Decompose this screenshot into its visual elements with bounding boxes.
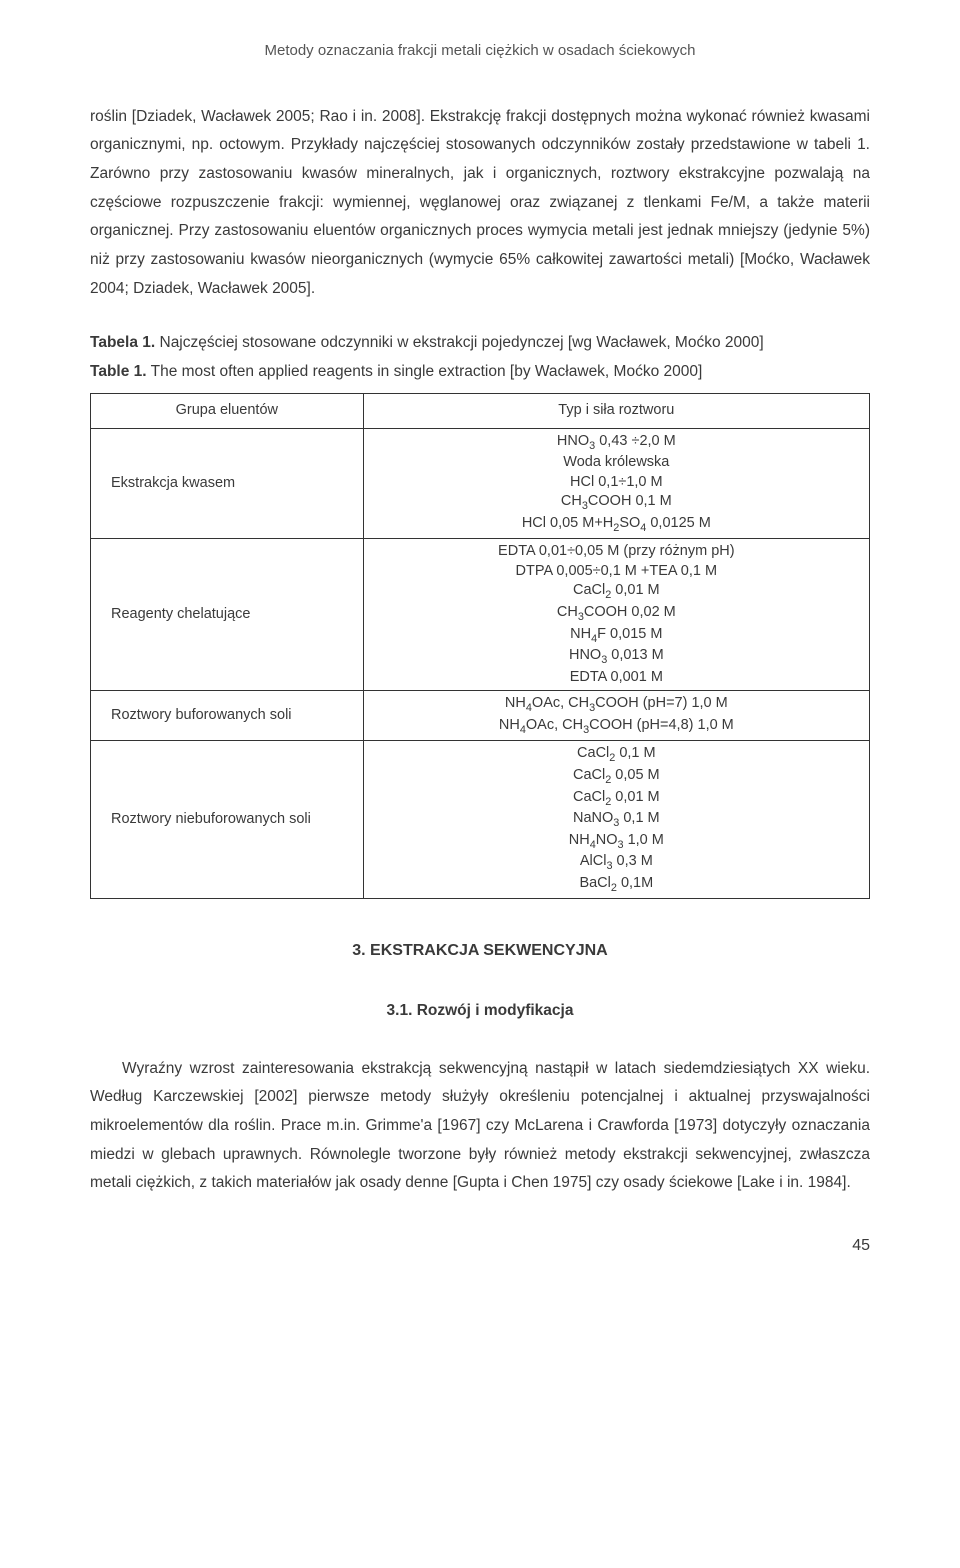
page-header: Metody oznaczania frakcji metali ciężkic…: [90, 40, 870, 63]
header-title: Metody oznaczania frakcji metali ciężkic…: [264, 42, 695, 59]
row-values: NH4OAc, CH3COOH (pH=7) 1,0 MNH4OAc, CH3C…: [363, 691, 869, 741]
table-row: Roztwory niebuforowanych soli CaCl2 0,1 …: [91, 741, 870, 899]
subsection-heading: 3.1. Rozwój i modyfikacja: [90, 999, 870, 1022]
table-row: Reagenty chelatujące EDTA 0,01÷0,05 M (p…: [91, 539, 870, 691]
table-header-col1: Grupa eluentów: [91, 393, 364, 428]
row-values: EDTA 0,01÷0,05 M (przy różnym pH)DTPA 0,…: [363, 539, 869, 691]
page-number: 45: [90, 1234, 870, 1258]
table-caption-en: Table 1. The most often applied reagents…: [90, 360, 870, 385]
reagents-table: Grupa eluentów Typ i siła roztworu Ekstr…: [90, 393, 870, 900]
row-values: CaCl2 0,1 MCaCl2 0,05 MCaCl2 0,01 MNaNO3…: [363, 741, 869, 899]
caption2-label: Table 1.: [90, 363, 147, 380]
row-values: HNO3 0,43 ÷2,0 MWoda królewskaHCl 0,1÷1,…: [363, 428, 869, 539]
row-label: Ekstrakcja kwasem: [91, 428, 364, 539]
table-header-col2: Typ i siła roztworu: [363, 393, 869, 428]
body-paragraph-1: roślin [Dziadek, Wacławek 2005; Rao i in…: [90, 103, 870, 304]
caption1-text: Najczęściej stosowane odczynniki w ekstr…: [155, 334, 764, 351]
row-label: Reagenty chelatujące: [91, 539, 364, 691]
row-label: Roztwory buforowanych soli: [91, 691, 364, 741]
body-paragraph-2: Wyraźny wzrost zainteresowania ekstrakcj…: [90, 1055, 870, 1198]
table-caption-pl: Tabela 1. Najczęściej stosowane odczynni…: [90, 331, 870, 356]
table-row: Roztwory buforowanych soli NH4OAc, CH3CO…: [91, 691, 870, 741]
section-heading: 3. EKSTRAKCJA SEKWENCYJNA: [90, 939, 870, 963]
row-label: Roztwory niebuforowanych soli: [91, 741, 364, 899]
table-row: Ekstrakcja kwasem HNO3 0,43 ÷2,0 MWoda k…: [91, 428, 870, 539]
caption2-text: The most often applied reagents in singl…: [147, 363, 703, 380]
caption1-label: Tabela 1.: [90, 334, 155, 351]
